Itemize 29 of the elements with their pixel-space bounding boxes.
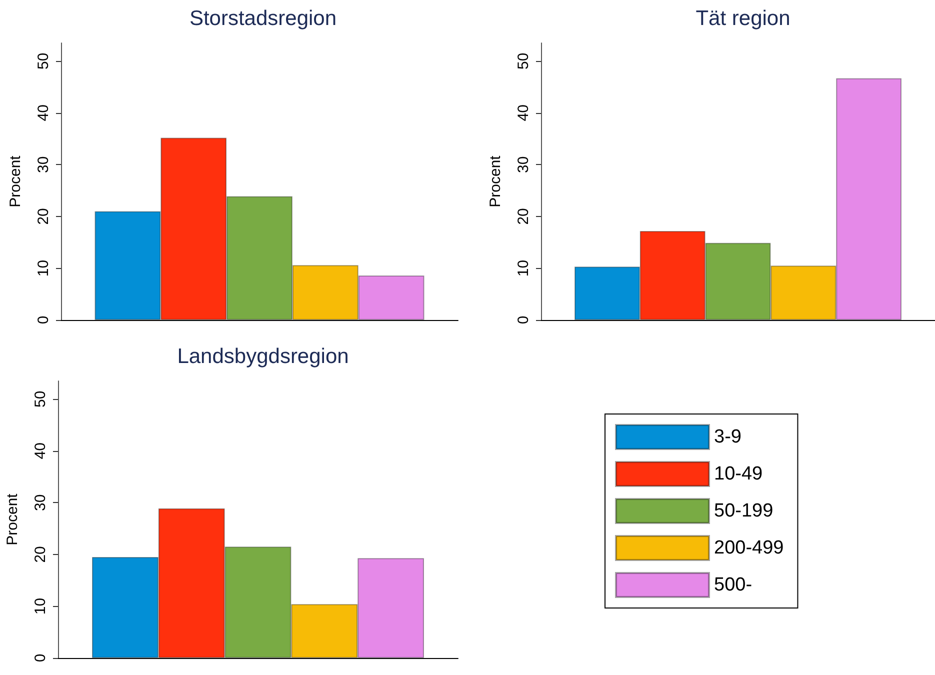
y-tick-label: 50 (32, 390, 49, 408)
chart-title: Tät region (696, 7, 790, 30)
y-tick-label: 30 (35, 156, 52, 174)
y-tick-label: 0 (35, 316, 52, 324)
legend-label: 50-199 (714, 500, 774, 522)
y-tick-label: 50 (35, 52, 52, 70)
y-axis-title: Procent (7, 154, 24, 208)
y-tick-label: 40 (35, 104, 52, 122)
y-tick-label: 0 (515, 316, 532, 324)
y-tick-label: 20 (515, 208, 532, 225)
legend-label: 500- (714, 574, 752, 596)
y-axis-title: Procent (487, 154, 504, 208)
legend-label: 200-499 (714, 538, 784, 558)
legend-label: 10-49 (714, 464, 763, 484)
y-tick-label: 30 (515, 156, 532, 174)
chart-title: Storstadsregion (189, 7, 337, 30)
y-tick-label: 40 (32, 442, 49, 460)
y-tick-label: 30 (32, 494, 49, 512)
y-tick-label: 40 (515, 104, 532, 122)
y-axis-title: Procent (4, 492, 21, 546)
y-tick-label: 0 (32, 654, 49, 662)
y-tick-label: 10 (515, 260, 532, 277)
y-tick-label: 10 (35, 260, 52, 277)
chart-title: Landsbygdsregion (177, 345, 349, 368)
y-tick-label: 50 (515, 52, 532, 70)
y-tick-label: 20 (32, 546, 49, 563)
y-tick-label: 20 (35, 208, 52, 225)
y-tick-label: 10 (32, 598, 49, 615)
legend-label: 3-9 (714, 426, 742, 448)
